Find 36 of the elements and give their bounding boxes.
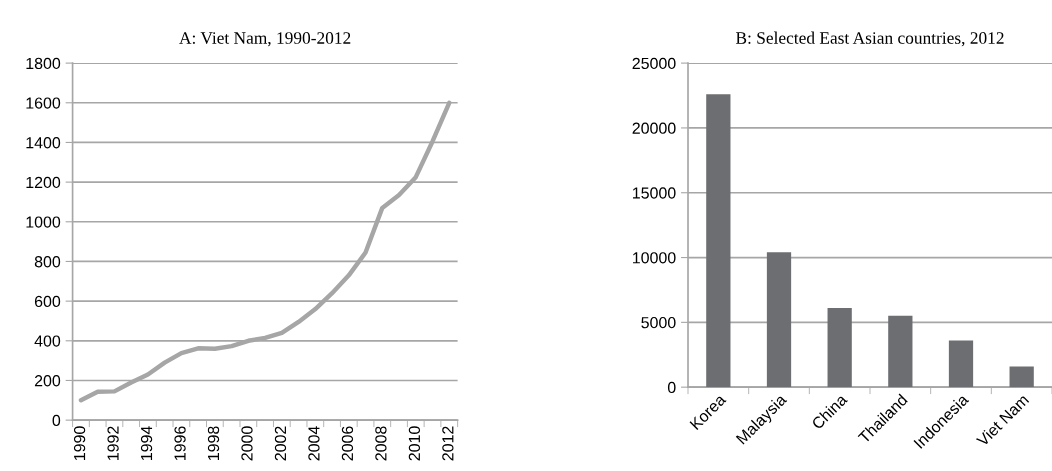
y-tick-label: 10000	[633, 252, 676, 264]
y-tick-label: 1000	[26, 216, 61, 228]
y-tick-label: 800	[34, 256, 61, 268]
x-tick-label: 1994	[140, 426, 153, 460]
bar	[888, 315, 913, 388]
x-tick-label: 1990	[73, 426, 86, 460]
x-tick-label: 2006	[341, 426, 354, 461]
bar	[706, 94, 731, 388]
bar	[948, 340, 974, 388]
x-tick-label: 1992	[107, 426, 119, 460]
x-tick-label: 2010	[408, 426, 421, 461]
x-tick-label: 2002	[274, 426, 287, 461]
bar	[827, 308, 852, 388]
y-tick-label: 0	[667, 381, 676, 394]
y-tick-label: 1200	[26, 176, 61, 189]
y-tick-label: 400	[34, 335, 61, 347]
y-tick-label: 1800	[26, 57, 61, 70]
x-tick-label: 2012	[442, 426, 454, 461]
y-tick-label: 5000	[641, 316, 676, 329]
y-tick-label: 0	[52, 414, 61, 427]
chart-title: B: Selected East Asian countries, 2012	[735, 31, 1004, 47]
x-tick-label: 1996	[174, 426, 186, 460]
bar	[1009, 366, 1034, 388]
x-tick-label: 2000	[241, 426, 253, 461]
y-tick-label: 20000	[632, 122, 676, 134]
bar	[766, 252, 792, 388]
y-tick-label: 1400	[26, 137, 61, 149]
y-tick-label: 600	[34, 295, 61, 308]
y-tick-label: 200	[34, 375, 61, 387]
x-tick-label: 2004	[308, 426, 320, 461]
y-tick-label: 15000	[633, 187, 676, 199]
y-tick-label: 25000	[632, 57, 676, 70]
x-tick-label: 1998	[207, 426, 220, 460]
y-tick-label: 1600	[26, 97, 61, 109]
chart-title: A: Viet Nam, 1990-2012	[179, 32, 351, 47]
x-tick-label: 2008	[375, 426, 387, 461]
